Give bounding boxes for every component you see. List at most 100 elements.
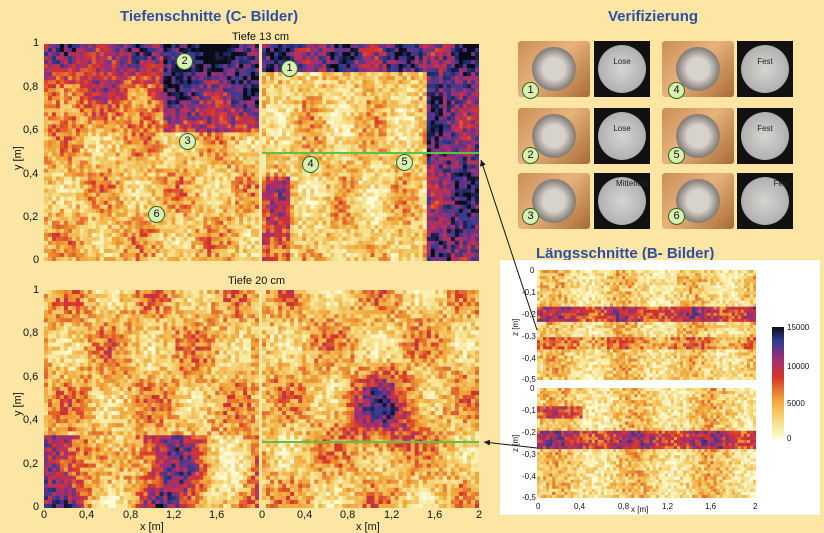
heatmap-svg (44, 44, 259, 261)
heatmap-cell (199, 220, 204, 226)
heatmap-cell (215, 120, 220, 125)
heatmap-cell (354, 172, 359, 178)
heatmap-cell (346, 64, 351, 69)
heatmap-cell (286, 100, 291, 105)
heatmap-cell (167, 140, 172, 145)
heatmap-cell (95, 100, 101, 105)
heatmap-cell (127, 128, 133, 133)
heatmap-cell (386, 184, 392, 190)
heatmap-cell (52, 200, 57, 206)
heatmap-cell (235, 184, 240, 190)
heatmap-cell (87, 72, 93, 77)
heatmap-cell (139, 96, 145, 101)
heatmap-cell (215, 124, 220, 129)
heatmap-cell (75, 180, 81, 186)
heatmap-cell (163, 80, 168, 85)
heatmap-cell (326, 164, 331, 170)
heatmap-cell (239, 104, 244, 109)
heatmap-cell (143, 104, 149, 109)
heatmap-cell (219, 52, 224, 57)
heatmap-cell (278, 180, 283, 186)
heatmap-cell (466, 120, 472, 125)
heatmap-cell (75, 204, 81, 210)
heatmap-cell (378, 132, 384, 137)
heatmap-cell (247, 200, 252, 206)
heatmap-cell (475, 108, 479, 113)
heatmap-cell (350, 144, 355, 150)
heatmap-cell (262, 76, 267, 81)
heatmap-cell (382, 144, 388, 150)
heatmap-cell (247, 208, 252, 214)
heatmap-cell (282, 100, 287, 105)
heatmap-cell (227, 96, 232, 101)
heatmap-cell (119, 208, 125, 214)
heatmap-cell (215, 152, 220, 158)
heatmap-cell (215, 236, 220, 242)
heatmap-cell (434, 124, 440, 129)
heatmap-cell (442, 144, 448, 150)
heatmap-cell (99, 120, 105, 125)
heatmap-cell (270, 112, 275, 117)
heatmap-cell (386, 112, 392, 117)
heatmap-cell (107, 88, 113, 93)
heatmap-cell (414, 184, 420, 190)
heatmap-cell (48, 192, 53, 198)
heatmap-cell (410, 100, 416, 105)
heatmap-cell (378, 168, 384, 174)
heatmap-cell (475, 152, 479, 158)
heatmap-cell (442, 136, 448, 141)
heatmap-cell (115, 196, 121, 202)
heatmap-cell (211, 212, 216, 218)
heatmap-cell (223, 148, 228, 154)
heatmap-cell (207, 120, 212, 125)
heatmap-cell (203, 208, 208, 214)
heatmap-cell (334, 76, 339, 81)
heatmap-cell (147, 244, 153, 250)
heatmap-cell (318, 188, 323, 194)
heatmap-cell (219, 180, 224, 186)
heatmap-cell (99, 100, 105, 105)
heatmap-cell (219, 156, 224, 162)
heatmap-cell (346, 96, 351, 101)
heatmap-cell (167, 240, 172, 246)
heatmap-cell (191, 128, 196, 133)
heatmap-cell (330, 72, 335, 77)
heatmap-cell (334, 176, 339, 182)
heatmap-cell (167, 124, 172, 129)
heatmap-cell (127, 168, 133, 174)
heatmap-cell (79, 48, 85, 53)
heatmap-cell (167, 116, 172, 121)
heatmap-cell (270, 144, 275, 150)
heatmap-cell (59, 208, 65, 214)
heatmap-cell (422, 64, 428, 69)
heatmap-cell (123, 92, 129, 97)
heatmap-cell (239, 96, 244, 101)
heatmap-cell (322, 152, 327, 158)
heatmap-cell (183, 236, 188, 242)
heatmap-cell (44, 156, 49, 162)
heatmap-cell (175, 144, 180, 150)
heatmap-cell (430, 168, 436, 174)
heatmap-cell (195, 156, 200, 162)
heatmap-cell (135, 64, 141, 69)
heatmap-cell (382, 176, 388, 182)
heatmap-cell (466, 140, 472, 145)
heatmap-cell (179, 236, 184, 242)
heatmap-cell (422, 92, 428, 97)
heatmap-cell (430, 120, 436, 125)
heatmap-cell (422, 176, 428, 182)
heatmap-cell (115, 164, 121, 170)
heatmap-cell (286, 196, 291, 202)
heatmap-cell (255, 176, 259, 182)
heatmap-cell (63, 92, 69, 97)
heatmap-cell (215, 48, 220, 53)
heatmap-cell (302, 148, 307, 154)
heatmap-cell (350, 152, 355, 158)
heatmap-cell (219, 56, 224, 61)
heatmap-cell (270, 48, 275, 53)
heatmap-cell (187, 72, 192, 77)
heatmap-cell (131, 120, 137, 125)
heatmap-cell (63, 172, 69, 178)
heatmap-cell (79, 156, 85, 162)
heatmap-cell (334, 168, 339, 174)
